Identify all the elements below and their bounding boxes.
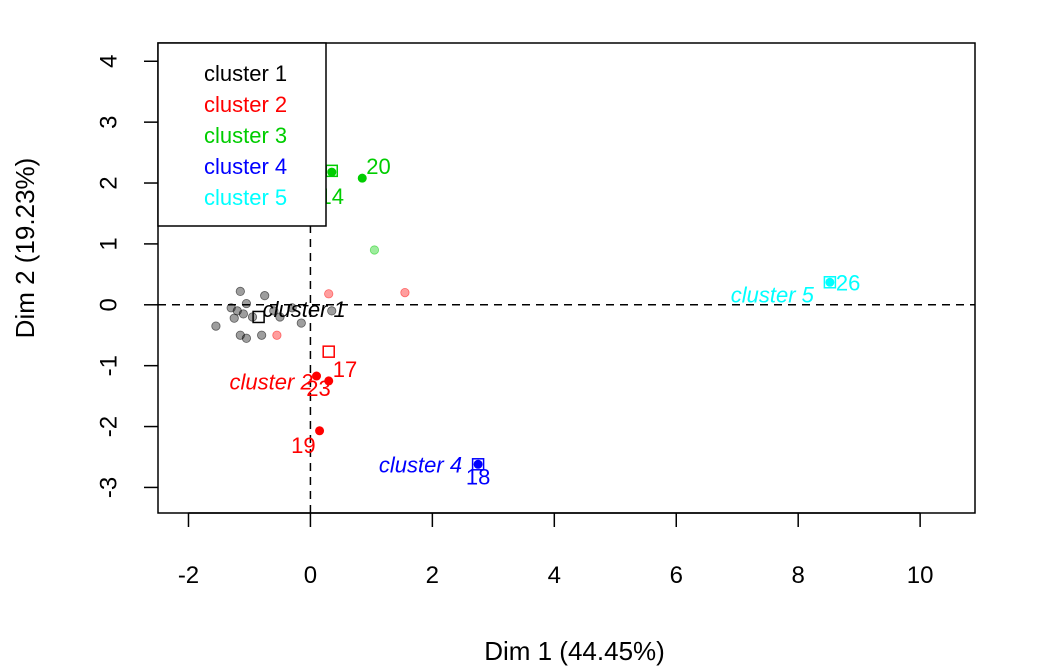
cluster-1-faded-point [257, 330, 267, 340]
point-label-17: 17 [333, 357, 357, 382]
cluster-2-point-23 [312, 371, 322, 381]
cluster-1-faded-point [275, 312, 285, 322]
cluster-1-faded-point [327, 306, 337, 316]
cluster-1-faded-point [260, 291, 270, 301]
point-label-20: 20 [366, 154, 390, 179]
y-tick-label: -2 [95, 416, 122, 437]
cluster-1-group: cluster 1 [211, 286, 346, 343]
x-tick-label: -2 [178, 562, 199, 589]
cluster-4-center-marker [471, 458, 485, 471]
cluster-2-center-label: cluster 2 [230, 370, 313, 395]
x-tick-label: 2 [426, 562, 439, 589]
cluster-2-center-marker [322, 345, 335, 358]
legend-entry-cluster-2: cluster 2 [204, 92, 287, 117]
cluster-1-center-label: cluster 1 [263, 297, 346, 322]
cluster-1-faded-point [287, 303, 297, 313]
cluster-3-faded-point [369, 245, 380, 255]
cluster-2-faded-point [400, 288, 410, 298]
cluster-1-faded-point [211, 321, 221, 331]
cluster-1-faded-point [241, 333, 252, 343]
point-label-23: 23 [306, 376, 330, 401]
cluster-5-point-26 [825, 277, 835, 287]
x-tick-label: 0 [304, 562, 317, 589]
cluster-1-center-marker [252, 310, 265, 324]
x-tick-label: 8 [792, 562, 805, 589]
cluster-3-point-14 [327, 167, 337, 177]
y-tick-label: -1 [95, 355, 122, 376]
legend: cluster 1 cluster 2 cluster 3 cluster 4 clus… [157, 42, 327, 227]
cluster-2-faded-point [324, 289, 334, 299]
cluster-3-point-20 [357, 173, 367, 183]
cluster-5-group: 26 cluster 5 [731, 270, 861, 307]
legend-entry-cluster-3: cluster 3 [204, 123, 287, 148]
cluster-2-point-17 [324, 376, 334, 386]
cluster-1-faded-point [241, 298, 252, 309]
x-tick-label: 10 [907, 562, 934, 589]
cluster-5-center-marker [823, 276, 837, 289]
y-tick-label: 1 [95, 237, 122, 250]
cluster-5-center-label: cluster 5 [731, 282, 815, 307]
cluster-2-point-19 [315, 426, 325, 436]
point-label-26: 26 [836, 270, 860, 295]
cluster-4-center-label: cluster 4 [379, 452, 462, 477]
point-label-18: 18 [466, 464, 490, 489]
cluster-4-point-18 [473, 459, 483, 469]
y-tick-label: 4 [95, 55, 122, 68]
x-tick-label: 6 [670, 562, 683, 589]
point-label-19: 19 [291, 433, 315, 458]
y-tick-label: 0 [95, 298, 122, 311]
y-tick-label: 2 [95, 176, 122, 189]
x-tick-label: 4 [548, 562, 561, 589]
legend-entry-cluster-4: cluster 4 [204, 154, 287, 179]
y-axis-title: Dim 2 (19.23%) [10, 158, 40, 339]
cluster-1-faded-point [296, 318, 306, 328]
legend-entry-cluster-1: cluster 1 [204, 61, 287, 86]
y-tick-label: 3 [95, 115, 122, 128]
legend-box [157, 42, 327, 227]
cluster-1-faded-point [238, 309, 248, 319]
cluster-1-faded-point [269, 306, 279, 316]
x-axis-title: Dim 1 (44.45%) [484, 636, 665, 666]
cluster-2-faded-point [272, 330, 282, 340]
y-tick-label: -3 [95, 477, 122, 498]
legend-entry-cluster-5: cluster 5 [204, 185, 287, 210]
cluster-1-faded-point [235, 286, 245, 296]
